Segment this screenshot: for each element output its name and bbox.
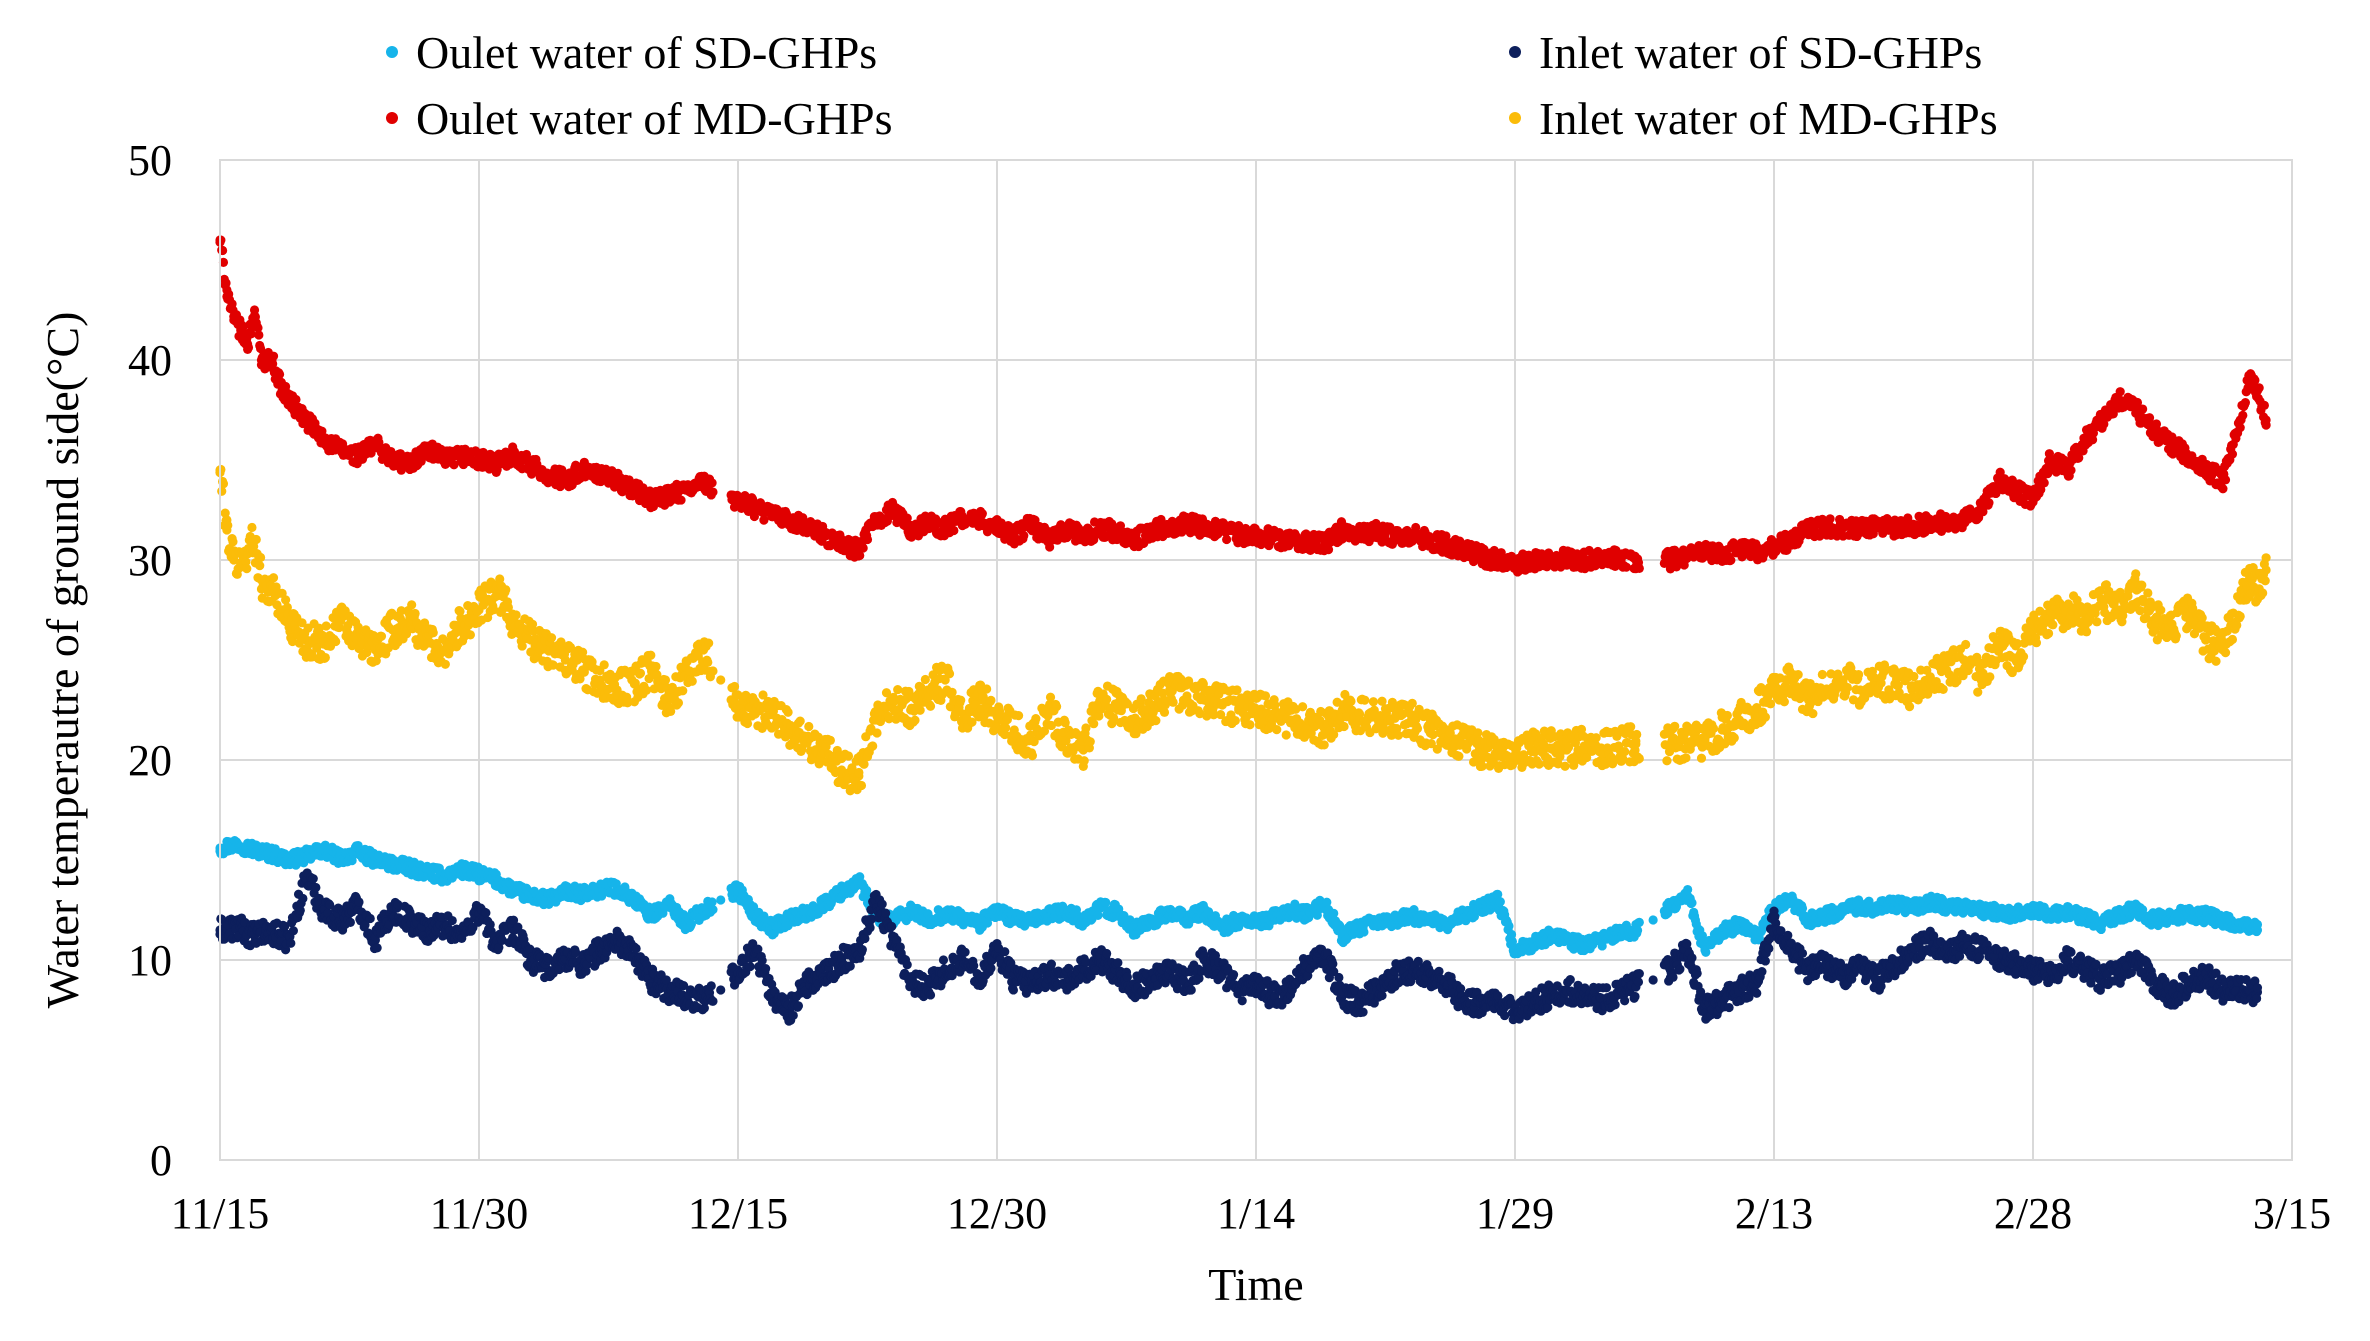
data-point: [298, 893, 308, 904]
data-point: [1601, 983, 1612, 993]
series-points: [215, 835, 2263, 959]
data-point: [745, 961, 755, 972]
data-point: [1633, 977, 1644, 987]
data-point: [288, 926, 298, 936]
data-point: [1228, 970, 1239, 980]
data-point: [1648, 975, 1658, 985]
data-point: [1377, 990, 1387, 1001]
data-point: [2252, 919, 2263, 930]
data-point: [1687, 898, 1697, 908]
data-point: [865, 923, 875, 933]
data-point: [707, 897, 717, 907]
data-point: [708, 904, 718, 915]
data-point: [2252, 993, 2262, 1004]
data-point: [986, 963, 996, 973]
data-point: [1668, 972, 1678, 982]
data-point: [1101, 897, 1111, 908]
data-point: [686, 919, 696, 929]
data-point: [1682, 939, 1692, 949]
data-point: [1752, 988, 1762, 998]
data-point: [887, 921, 897, 932]
data-points: [215, 235, 2271, 1026]
data-point: [1675, 964, 1685, 974]
data-point: [2066, 947, 2076, 957]
data-point: [960, 947, 970, 957]
data-point: [857, 944, 867, 955]
data-point: [1692, 968, 1702, 979]
data-point: [1610, 1000, 1620, 1010]
data-point: [1008, 985, 1019, 995]
data-point: [1687, 953, 1697, 963]
data-point: [354, 897, 364, 907]
data-point: [345, 917, 355, 927]
data-point: [881, 908, 891, 918]
data-point: [311, 882, 321, 893]
data-point: [1237, 996, 1247, 1006]
data-point: [2252, 983, 2263, 993]
data-point: [1113, 958, 1123, 968]
data-point: [1634, 969, 1644, 979]
data-point: [793, 1001, 804, 1011]
data-point: [1620, 996, 1630, 1006]
data-point: [1760, 956, 1770, 966]
data-point: [1757, 966, 1767, 977]
data-point: [481, 908, 491, 918]
data-point: [1046, 959, 1056, 969]
data-point: [1630, 991, 1640, 1002]
data-point: [308, 874, 318, 884]
data-point: [1334, 972, 1344, 983]
data-point: [1359, 927, 1369, 937]
data-point: [1724, 1002, 1734, 1013]
data-point: [969, 961, 979, 971]
data-point: [447, 915, 457, 926]
data-point: [788, 1010, 798, 1021]
data-point: [1648, 915, 1658, 925]
data-point: [1504, 921, 1514, 931]
data-point: [1186, 985, 1196, 995]
data-point: [1565, 974, 1575, 985]
data-point: [631, 943, 641, 954]
data-point: [706, 981, 716, 991]
data-point: [761, 963, 771, 974]
data-point: [716, 985, 726, 995]
data-point: [902, 960, 912, 970]
data-point: [1500, 1010, 1510, 1021]
data-point: [757, 956, 767, 966]
data-point: [1797, 948, 1808, 959]
data-point: [372, 943, 382, 953]
data-point: [365, 913, 375, 924]
data-point: [1102, 948, 1112, 959]
data-point: [1358, 1007, 1368, 1017]
data-point: [611, 879, 621, 889]
data-point: [1634, 917, 1644, 927]
data-point: [877, 899, 887, 909]
data-point: [286, 938, 296, 948]
data-point: [716, 895, 726, 905]
data-point: [938, 955, 949, 965]
data-point: [1000, 947, 1010, 957]
data-point: [925, 990, 936, 1000]
data-point: [708, 996, 718, 1006]
data-point: [1495, 897, 1505, 907]
data-point: [1764, 943, 1774, 954]
